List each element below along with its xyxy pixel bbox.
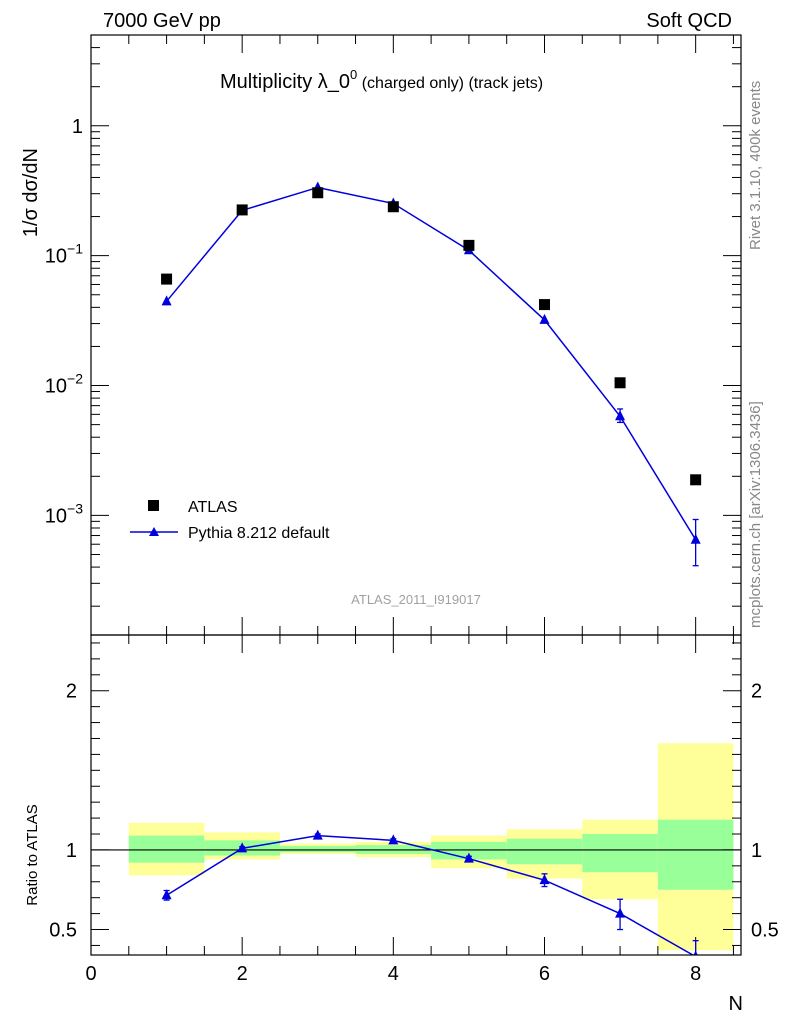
header-left: 7000 GeV pp [103, 10, 221, 32]
ratio-mc-point [693, 950, 698, 955]
ratio-y-tick-label-left: 2 [66, 681, 77, 703]
title-main: Multiplicity λ_0 [220, 71, 350, 93]
ratio-inner-band [279, 845, 356, 853]
ratio-x-tick-label: 4 [388, 963, 399, 985]
legend-mc-label: Pythia 8.212 default [188, 525, 330, 542]
ratio-y-tick-label-right: 1 [751, 840, 762, 862]
ratio-mc-point [463, 852, 474, 863]
main-y-tick-label: 10−1 [45, 241, 83, 268]
legend-mc-marker [149, 527, 159, 536]
ratio-inner-band [128, 835, 205, 863]
ratio-y-tick-label-left: 1 [66, 840, 77, 862]
ratio-mc-point [388, 834, 399, 845]
ratio-frame [90, 634, 742, 956]
atlas-point [463, 239, 475, 251]
ratio-mc-point [615, 907, 626, 918]
rivet-label: Rivet 3.1.10, 400k events [747, 81, 764, 250]
ratio-mc-line [166, 834, 695, 955]
ratio-ylabel: Ratio to ATLAS [24, 804, 41, 905]
plot-title: Multiplicity λ_00 (charged only) (track … [220, 67, 543, 93]
mc-point [690, 533, 701, 544]
atlas-point [161, 273, 173, 285]
main-y-tick-label: 10−2 [45, 371, 83, 398]
ratio-data-marks [161, 829, 699, 955]
analysis-watermark: ATLAS_2011_I919017 [351, 592, 481, 607]
main-tick-labels: 10−3 10−2 10−1 1 [45, 116, 83, 528]
main-frame [90, 34, 742, 636]
main-data-marks [161, 181, 702, 567]
atlas-point [387, 201, 399, 213]
ratio-y-tick-label-left: 0.5 [49, 920, 77, 942]
main-y-tick-label: 1 [72, 116, 83, 138]
main-axis-ticks [90, 34, 741, 635]
ratio-axis-ticks [90, 635, 741, 955]
ratio-mc-point [539, 874, 550, 885]
ratio-mc-point [161, 889, 172, 900]
main-ylabel: 1/σ dσ/dN [20, 148, 42, 237]
atlas-point [614, 377, 626, 389]
atlas-point [236, 204, 248, 216]
ratio-x-tick-label: 8 [690, 963, 701, 985]
ratio-tick-labels: 0.5 0.5 1 1 2 2 0 2 4 6 8 [49, 681, 779, 985]
ratio-mc-point [237, 842, 248, 853]
mc-series-line [166, 186, 697, 541]
ratio-x-tick-label: 2 [237, 963, 248, 985]
legend-data-marker [148, 500, 159, 511]
mcplots-label: mcplots.cern.ch [arXiv:1306.3436] [747, 401, 764, 628]
legend: ATLAS Pythia 8.212 default [130, 499, 330, 542]
mc-point [615, 410, 626, 421]
ratio-inner-band [657, 819, 734, 890]
header-right: Soft QCD [646, 10, 732, 32]
atlas-point [312, 187, 324, 199]
legend-data-label: ATLAS [188, 499, 238, 516]
title-sub: (charged only) (track jets) [357, 75, 543, 92]
mc-point [539, 313, 550, 324]
ratio-inner-band [506, 838, 583, 865]
ratio-y-tick-label-right: 2 [751, 681, 762, 703]
atlas-point [690, 474, 702, 486]
ratio-xlabel: N [729, 993, 743, 1015]
ratio-inner-band [431, 841, 507, 860]
ratio-mc-point [312, 829, 323, 840]
ratio-uncertainty-bands [128, 743, 734, 951]
title-sup: 0 [350, 67, 357, 82]
ratio-x-tick-label: 6 [539, 963, 550, 985]
ratio-y-tick-label-right: 0.5 [751, 920, 779, 942]
mc-point [161, 295, 172, 306]
main-y-tick-label: 10−3 [45, 500, 83, 527]
ratio-x-tick-label: 0 [85, 963, 96, 985]
atlas-point [538, 299, 550, 311]
ratio-inner-band [582, 834, 658, 873]
ratio-clip-group [161, 829, 699, 955]
